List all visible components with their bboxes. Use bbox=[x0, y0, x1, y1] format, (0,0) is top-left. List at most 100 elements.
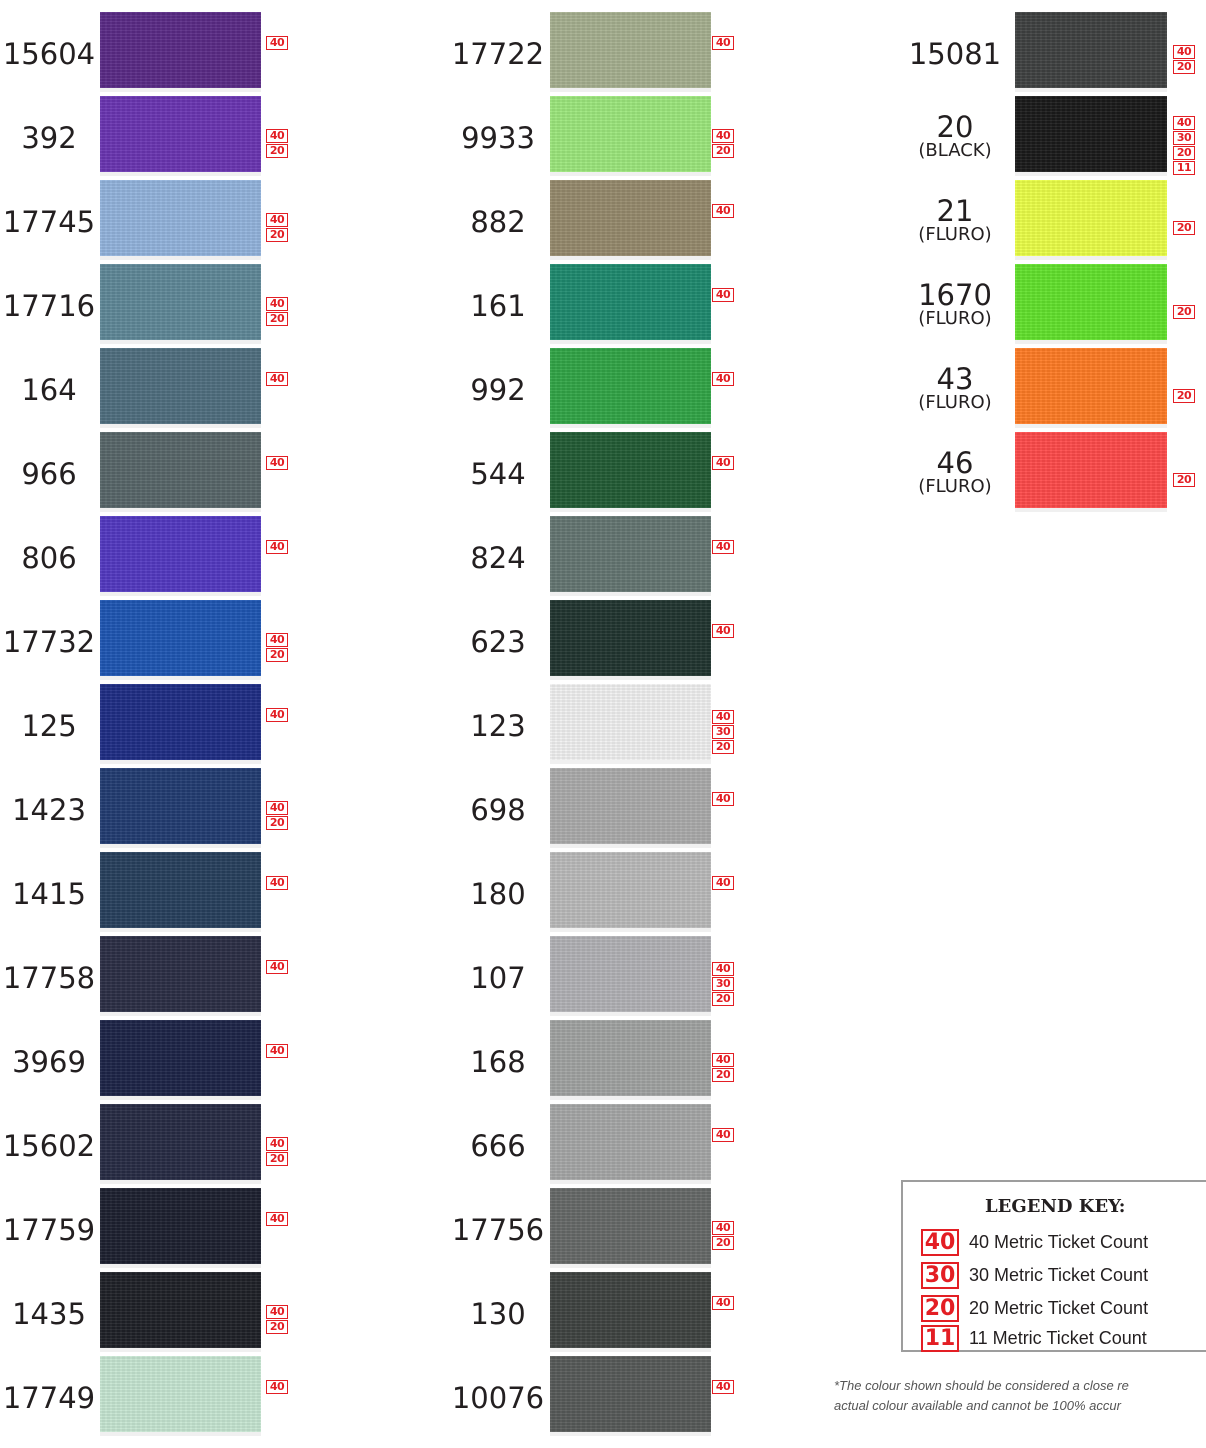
colour-code: 17732 bbox=[2, 624, 96, 659]
thread-swatch-row: 123 40 30 20 bbox=[448, 684, 742, 768]
thread-colour-swatch bbox=[550, 1272, 711, 1352]
ticket-count-badges: 40 20 bbox=[1173, 45, 1195, 74]
ticket-count-badge: 20 bbox=[266, 228, 288, 242]
ticket-count-badges: 40 bbox=[712, 624, 734, 638]
thread-swatch-row: 20 (BLACK) 40 30 20 11 bbox=[900, 96, 1203, 180]
thread-colour-swatch bbox=[100, 600, 261, 680]
ticket-count-badge: 40 bbox=[712, 129, 734, 143]
legend-key: LEGEND KEY: 40 40 Metric Ticket Count 30… bbox=[901, 1180, 1206, 1352]
ticket-count-badges: 40 20 bbox=[266, 633, 288, 662]
ticket-count-badge: 40 bbox=[712, 1296, 734, 1310]
thread-colour-swatch bbox=[550, 768, 711, 848]
colour-code: 544 bbox=[470, 456, 526, 491]
ticket-count-badge: 40 bbox=[712, 540, 734, 554]
ticket-count-badges: 40 20 bbox=[266, 213, 288, 242]
swatch-label: 806 bbox=[0, 542, 98, 573]
thread-colour-swatch bbox=[550, 600, 711, 680]
colour-code: 666 bbox=[470, 1128, 526, 1163]
legend-row-11: 11 11 Metric Ticket Count bbox=[921, 1323, 1147, 1353]
ticket-count-badge: 40 bbox=[266, 801, 288, 815]
thread-colour-swatch bbox=[100, 936, 261, 1016]
thread-colour-swatch bbox=[550, 1104, 711, 1184]
thread-swatch-row: 1415 40 bbox=[0, 852, 296, 936]
ticket-count-badge: 20 bbox=[266, 648, 288, 662]
legend-row-30: 30 30 Metric Ticket Count bbox=[921, 1260, 1148, 1290]
swatch-label: 43 (FLURO) bbox=[900, 364, 1010, 413]
colour-code: 992 bbox=[470, 372, 526, 407]
colour-code: 107 bbox=[470, 960, 526, 995]
colour-code: 1423 bbox=[12, 792, 86, 827]
colour-code: 130 bbox=[470, 1296, 526, 1331]
ticket-count-badges: 40 30 20 11 bbox=[1173, 116, 1195, 175]
ticket-count-badges: 20 bbox=[1173, 472, 1195, 487]
ticket-count-badges: 40 bbox=[712, 1296, 734, 1310]
ticket-count-badge: 40 bbox=[712, 792, 734, 806]
colour-code: 161 bbox=[470, 288, 526, 323]
thread-colour-swatch bbox=[550, 852, 711, 932]
ticket-count-badge: 40 bbox=[266, 708, 288, 722]
swatch-label: 15602 bbox=[0, 1128, 98, 1163]
ticket-count-badge: 20 bbox=[712, 739, 734, 754]
swatch-label: 107 bbox=[448, 960, 548, 995]
ticket-count-badge: 40 bbox=[266, 1380, 288, 1394]
thread-colour-swatch bbox=[100, 1104, 261, 1184]
disclaimer-line: *The colour shown should be considered a… bbox=[834, 1378, 1129, 1393]
swatch-label: 1415 bbox=[0, 878, 98, 909]
colour-code: 17756 bbox=[451, 1212, 545, 1247]
ticket-count-badges: 40 bbox=[266, 876, 288, 890]
swatch-label: 392 bbox=[0, 122, 98, 153]
ticket-count-badge: 40 bbox=[266, 36, 288, 50]
colour-code: 15602 bbox=[2, 1128, 96, 1163]
thread-colour-swatch bbox=[100, 180, 261, 260]
ticket-count-badges: 40 bbox=[266, 36, 288, 50]
ticket-count-badge: 20 bbox=[1173, 388, 1195, 403]
ticket-count-badge: 40 bbox=[266, 1044, 288, 1058]
colour-code: 1435 bbox=[12, 1296, 86, 1331]
colour-code: 17745 bbox=[2, 204, 96, 239]
ticket-count-badges: 20 bbox=[1173, 220, 1195, 235]
ticket-count-badge: 30 bbox=[712, 976, 734, 991]
colour-code: 164 bbox=[21, 372, 77, 407]
thread-swatch-row: 3969 40 bbox=[0, 1020, 296, 1104]
ticket-count-badges: 40 bbox=[266, 708, 288, 722]
swatch-label: 544 bbox=[448, 456, 548, 491]
thread-swatch-row: 17759 40 bbox=[0, 1188, 296, 1272]
thread-swatch-row: 17756 40 20 bbox=[448, 1188, 742, 1272]
colour-code: 123 bbox=[470, 708, 526, 743]
colour-code: 17749 bbox=[2, 1380, 96, 1415]
legend-badge: 40 bbox=[921, 1228, 959, 1256]
colour-code: 17758 bbox=[2, 960, 96, 995]
ticket-count-badge: 40 bbox=[712, 456, 734, 470]
thread-swatch-row: 10076 40 bbox=[448, 1356, 742, 1440]
thread-swatch-row: 1435 40 20 bbox=[0, 1272, 296, 1356]
thread-swatch-row: 17716 40 20 bbox=[0, 264, 296, 348]
thread-colour-swatch bbox=[100, 264, 261, 344]
swatch-label: 17732 bbox=[0, 624, 98, 659]
thread-swatch-row: 17722 40 bbox=[448, 12, 742, 96]
ticket-count-badge: 40 bbox=[712, 1380, 734, 1394]
swatch-label: 17722 bbox=[448, 38, 548, 69]
thread-swatch-row: 17749 40 bbox=[0, 1356, 296, 1440]
colour-note: (FLURO) bbox=[918, 392, 992, 414]
swatch-label: 992 bbox=[448, 372, 548, 407]
ticket-count-badge: 40 bbox=[1173, 45, 1195, 59]
ticket-count-badge: 30 bbox=[1173, 131, 1195, 145]
thread-colour-swatch bbox=[1015, 180, 1167, 260]
ticket-count-badge: 40 bbox=[712, 1053, 734, 1067]
thread-swatch-row: 623 40 bbox=[448, 600, 742, 684]
thread-swatch-row: 882 40 bbox=[448, 180, 742, 264]
ticket-count-badges: 40 bbox=[712, 540, 734, 554]
ticket-count-badges: 20 bbox=[1173, 304, 1195, 319]
ticket-count-badges: 40 bbox=[266, 1212, 288, 1226]
swatch-label: 1423 bbox=[0, 792, 98, 827]
ticket-count-badge: 40 bbox=[266, 1305, 288, 1319]
thread-colour-swatch bbox=[550, 12, 711, 92]
colour-code: 43 bbox=[936, 362, 974, 396]
thread-swatch-row: 17758 40 bbox=[0, 936, 296, 1020]
ticket-count-badges: 40 20 bbox=[712, 129, 734, 158]
colour-code: 15081 bbox=[908, 36, 1002, 71]
ticket-count-badges: 40 20 bbox=[266, 1137, 288, 1166]
legend-label: 20 Metric Ticket Count bbox=[969, 1297, 1149, 1318]
ticket-count-badge: 40 bbox=[712, 1221, 734, 1235]
thread-colour-swatch bbox=[100, 1020, 261, 1100]
